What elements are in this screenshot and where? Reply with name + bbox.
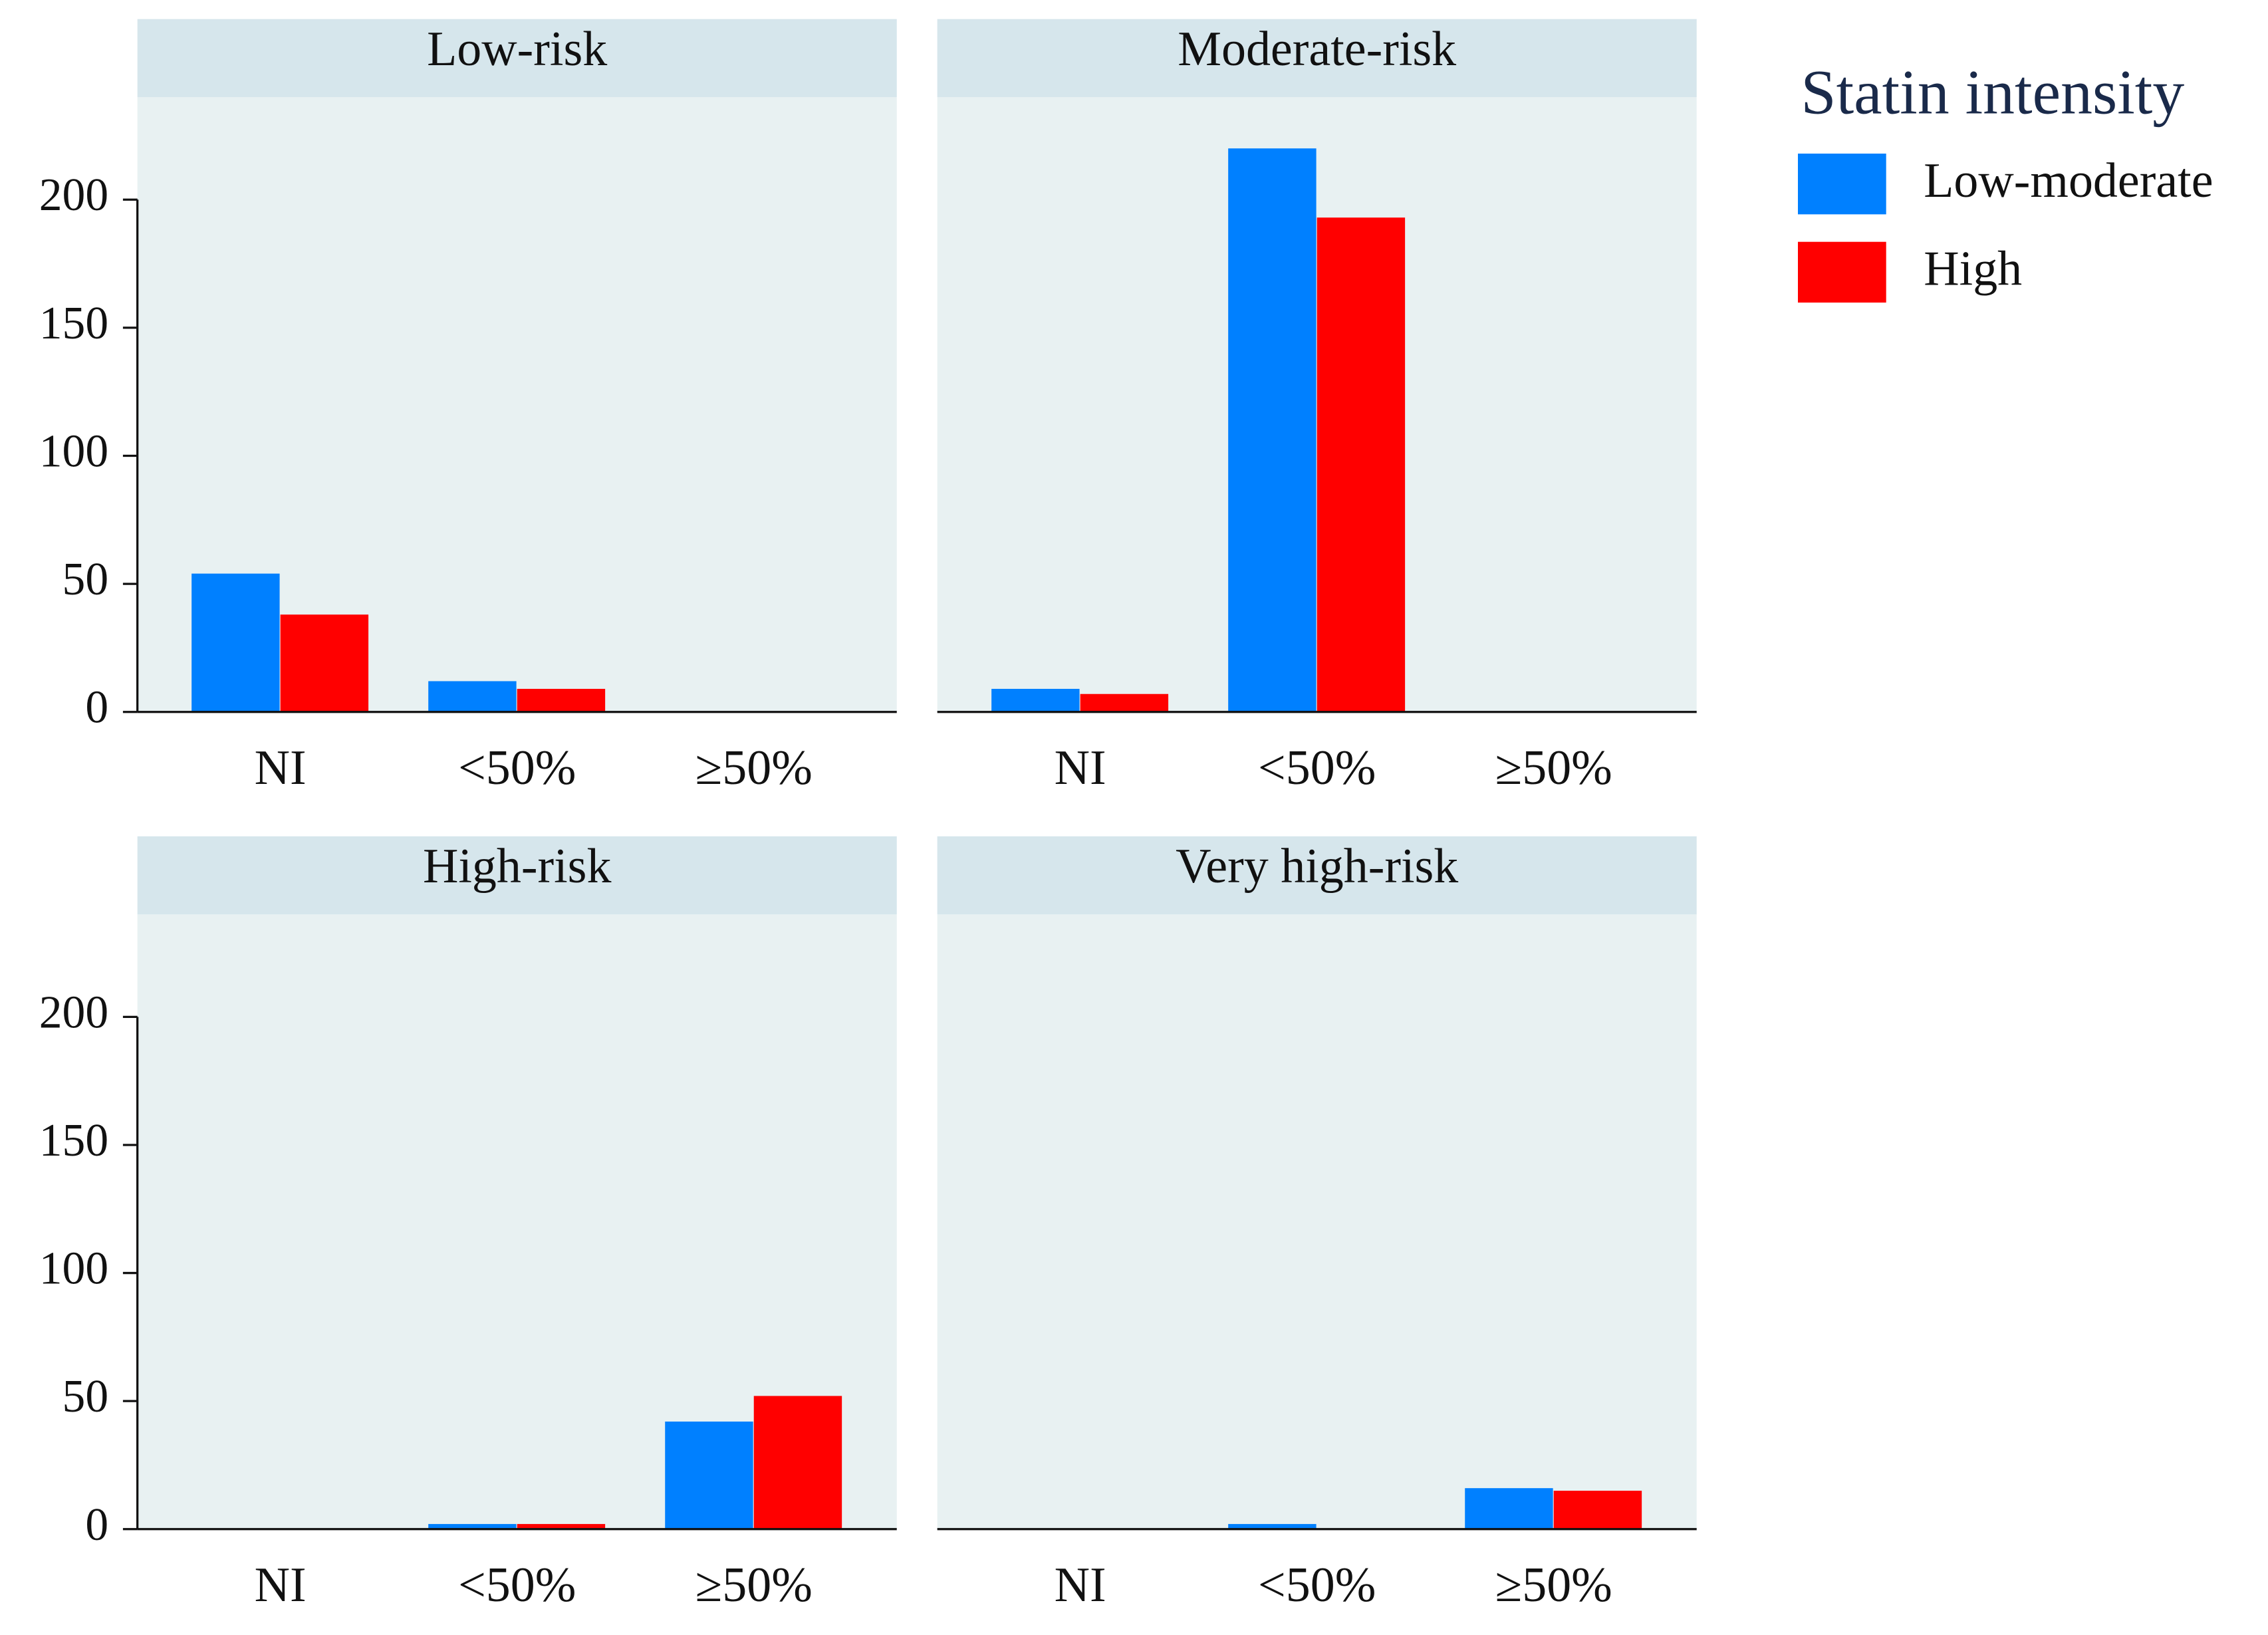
bar	[517, 1524, 606, 1529]
bar	[428, 681, 517, 712]
x-tick-label: ≥50%	[695, 1557, 813, 1612]
y-tick-label: 100	[39, 426, 108, 477]
strip	[137, 19, 897, 98]
bar	[1317, 217, 1406, 712]
x-tick-label: NI	[255, 1557, 307, 1612]
y-tick-label: 0	[85, 1499, 108, 1551]
bar	[753, 1396, 842, 1529]
y-tick-label: 200	[39, 170, 108, 221]
bar	[665, 1421, 753, 1529]
y-tick-label: 200	[39, 987, 108, 1038]
x-tick-label: NI	[1055, 740, 1106, 795]
bar	[517, 689, 606, 712]
bar	[1465, 1488, 1553, 1529]
legend-label: High	[1924, 241, 2022, 296]
y-tick-label: 50	[63, 554, 109, 605]
x-tick-label: <50%	[1258, 1557, 1376, 1612]
x-tick-label: NI	[255, 740, 307, 795]
y-tick-label: 150	[39, 1115, 108, 1166]
facet-title: Very high-risk	[1176, 838, 1458, 893]
facet-title: Low-risk	[427, 21, 607, 76]
bar	[1228, 1524, 1317, 1529]
panel-background	[937, 914, 1697, 1529]
y-tick-label: 100	[39, 1243, 108, 1295]
bar	[991, 689, 1080, 712]
legend-swatch	[1798, 153, 1886, 215]
y-tick-label: 50	[63, 1371, 109, 1422]
x-tick-label: ≥50%	[1495, 740, 1612, 795]
x-tick-label: <50%	[458, 740, 576, 795]
x-tick-label: ≥50%	[1495, 1557, 1612, 1612]
bar	[1553, 1491, 1642, 1529]
bar	[428, 1524, 517, 1529]
legend-label: Low-moderate	[1924, 153, 2213, 207]
x-tick-label: NI	[1055, 1557, 1106, 1612]
bar	[280, 614, 369, 712]
bar	[1228, 148, 1317, 712]
x-tick-label: <50%	[1258, 740, 1376, 795]
y-tick-label: 150	[39, 298, 108, 349]
strip	[137, 836, 897, 915]
strip	[937, 836, 1697, 915]
x-tick-label: <50%	[458, 1557, 576, 1612]
legend-swatch	[1798, 241, 1886, 303]
facet-title: High-risk	[423, 838, 611, 893]
legend-title: Statin intensity	[1801, 57, 2184, 127]
strip	[937, 19, 1697, 98]
bar	[1080, 693, 1169, 712]
facet-title: Moderate-risk	[1178, 21, 1456, 76]
bar	[191, 573, 280, 712]
x-tick-label: ≥50%	[695, 740, 813, 795]
y-tick-label: 0	[85, 682, 108, 733]
